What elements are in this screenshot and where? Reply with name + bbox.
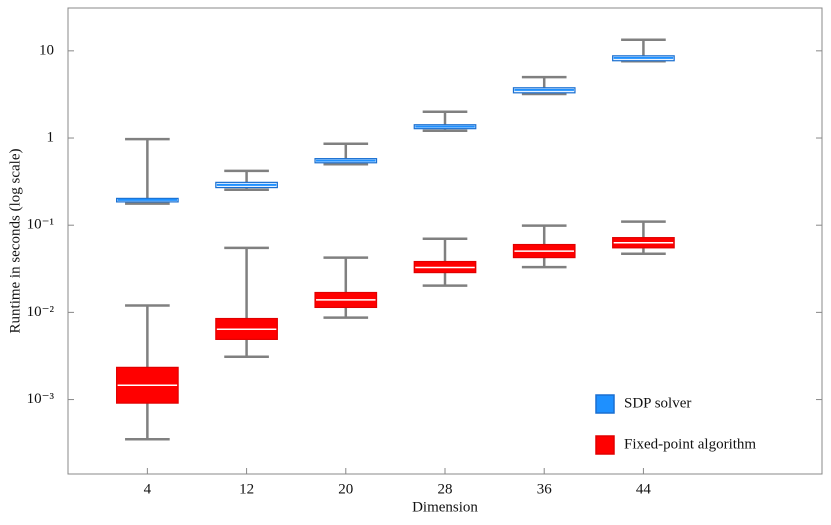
legend-swatch	[595, 394, 615, 414]
x-tick-label: 12	[239, 481, 254, 497]
x-tick-label: 44	[636, 481, 652, 497]
y-axis-label: Runtime in seconds (log scale)	[7, 149, 23, 334]
legend-swatch	[595, 435, 615, 455]
x-tick-label: 4	[144, 481, 152, 497]
x-tick-label: 36	[537, 481, 553, 497]
legend-label: Fixed-point algorithm	[624, 436, 756, 452]
x-tick-label: 28	[438, 481, 453, 497]
y-tick-label: 10⁻¹	[27, 217, 54, 233]
legend-label: SDP solver	[624, 395, 691, 411]
y-tick-label: 10⁻³	[27, 391, 55, 407]
y-tick-label: 1	[47, 129, 55, 145]
y-tick-label: 10⁻²	[27, 304, 55, 320]
x-axis-label: Dimension	[412, 499, 478, 515]
y-tick-label: 10	[39, 42, 54, 58]
x-tick-label: 20	[338, 481, 353, 497]
